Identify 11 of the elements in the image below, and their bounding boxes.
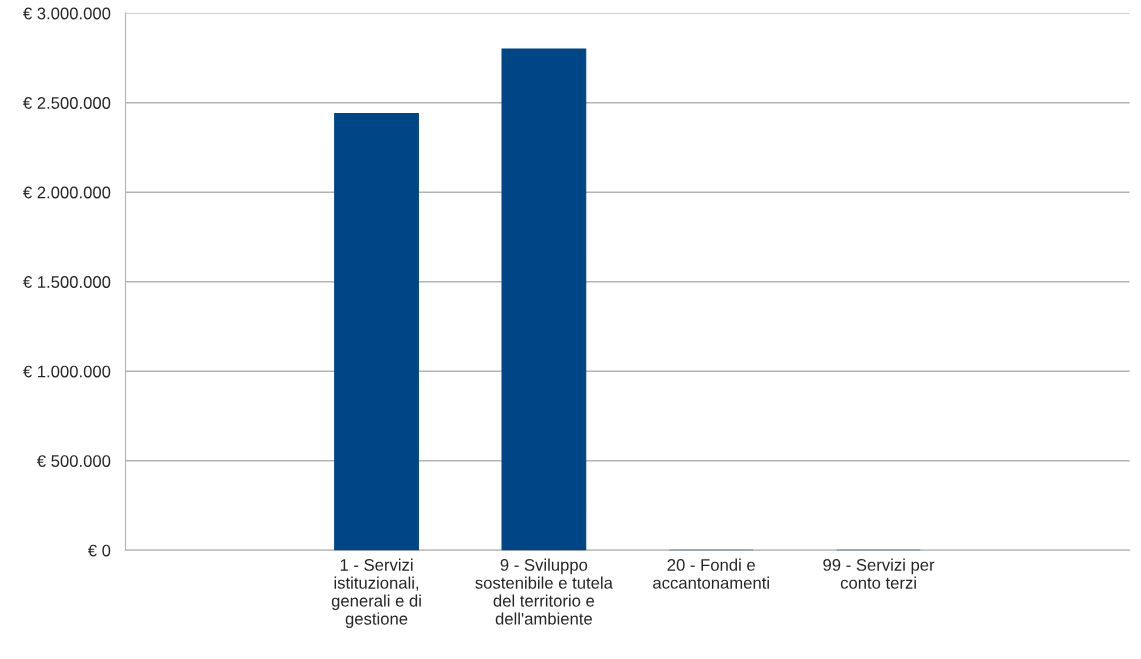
x-tick-label: 1 - Servizi istituzionali, generali e di gestione — [331, 558, 421, 628]
x-tick-label: 99 - Servizi per conto terzi — [823, 558, 935, 589]
y-tick-label: € 500.000 — [36, 455, 111, 467]
y-tick-label: € 0 — [87, 544, 111, 557]
y-tick-label: € 2.000.000 — [23, 186, 111, 199]
x-tick-label: 20 - Fondi e accantonamenti — [653, 558, 769, 589]
y-tick-label: € 1.000.000 — [23, 365, 111, 378]
y-tick-label: € 2.500.000 — [23, 97, 111, 109]
y-tick-label: € 3.000.000 — [23, 7, 111, 20]
y-tick-label: € 1.500.000 — [23, 276, 111, 288]
x-tick-label: 9 - Sviluppo sostenibile e tutela del territorio e dell'ambiente — [475, 558, 613, 625]
